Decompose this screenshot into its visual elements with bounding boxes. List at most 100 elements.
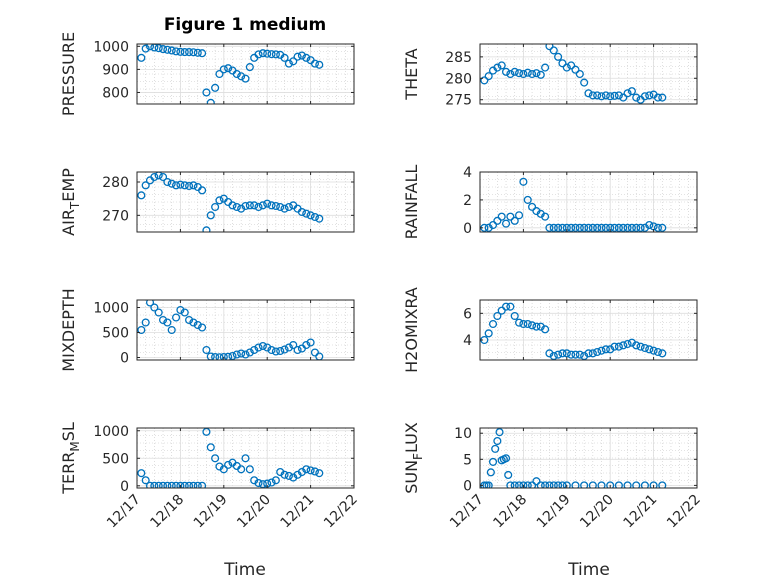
data-point [658, 223, 667, 232]
data-point [202, 345, 211, 355]
data-point [258, 49, 267, 58]
data-point [554, 52, 563, 61]
data-point [645, 220, 654, 230]
data-point [558, 223, 567, 232]
data-point [202, 226, 211, 232]
data-point [219, 465, 228, 474]
data-point [601, 91, 610, 100]
data-point [224, 64, 233, 73]
data-point [219, 65, 228, 74]
data-point [567, 350, 576, 359]
data-point [541, 325, 550, 334]
data-point [593, 223, 602, 232]
y-axis-label-rest: EMP [59, 168, 78, 202]
data-point [180, 181, 189, 190]
data-point [206, 98, 215, 104]
data-point [515, 481, 524, 488]
data-point [163, 318, 172, 327]
y-tick-label: 0 [120, 351, 129, 367]
data-point [528, 321, 537, 330]
data-point [180, 48, 189, 57]
data-point [501, 302, 511, 311]
data-point [271, 50, 280, 59]
data-point [154, 44, 163, 53]
data-point [198, 481, 207, 488]
x-axis-label-left: Time [223, 560, 266, 580]
data-point [640, 343, 649, 353]
data-point [167, 481, 176, 488]
axes-box [479, 43, 698, 105]
y-axis-label-sub: M [68, 441, 82, 451]
data-point [571, 350, 580, 359]
data-point [497, 61, 506, 70]
data-point [237, 349, 246, 358]
data-point [623, 223, 632, 232]
data-point [232, 202, 241, 212]
data-point [206, 443, 215, 452]
data-point [180, 308, 189, 317]
data-point [232, 350, 241, 359]
data-point [588, 481, 597, 488]
data-point [172, 313, 181, 322]
data-point [627, 223, 636, 232]
data-point [653, 347, 662, 357]
data-point [284, 202, 293, 212]
data-point [185, 181, 194, 191]
data-point [315, 214, 324, 223]
y-axis-label-main: TERR [59, 452, 78, 495]
data-point [549, 481, 558, 488]
data-point [167, 46, 176, 55]
subplot-1: 800 900 1000 PRESSURE [59, 32, 355, 116]
data-point [271, 347, 280, 356]
data-point [493, 436, 502, 446]
data-point [176, 180, 185, 189]
data-point [284, 59, 293, 68]
data-point [254, 50, 263, 59]
data-point [632, 341, 641, 350]
data-point [189, 48, 198, 57]
y-tick-label: 280 [102, 175, 129, 191]
data-point [486, 468, 495, 477]
data-point [176, 47, 185, 56]
data-point [632, 93, 641, 102]
data-point [315, 60, 324, 69]
y-tick-label: 0 [463, 221, 472, 237]
data-point [267, 345, 276, 355]
data-point [519, 319, 528, 329]
data-point [510, 216, 519, 225]
data-point [606, 92, 615, 101]
data-point [158, 481, 168, 488]
y-tick-label: 285 [445, 50, 472, 66]
data-point [158, 172, 168, 182]
data-point [584, 349, 593, 358]
data-point [302, 209, 311, 218]
data-point [545, 481, 554, 488]
data-point [198, 323, 207, 332]
data-point [198, 186, 207, 195]
subplot-2: 275 280 285 THETA [402, 43, 698, 109]
data-point [163, 481, 172, 488]
data-point [488, 457, 498, 466]
data-point [523, 319, 532, 329]
x-tick-label: 12/19 [191, 492, 231, 532]
data-point [241, 74, 250, 83]
data-point [198, 49, 207, 58]
data-point [614, 481, 623, 488]
subplot-7: 0 500 1000 12/17 12/18 12/19 12/20 12/21 12/22 TE… [59, 422, 361, 531]
data-point [271, 201, 280, 211]
data-point [254, 478, 263, 488]
subplot-6: 4 6 H2OMIXRA [402, 287, 698, 373]
data-point [532, 477, 541, 486]
data-point [250, 345, 259, 355]
data-point [597, 223, 606, 232]
data-point [185, 48, 194, 57]
data-point [154, 172, 163, 180]
data-points [480, 177, 667, 232]
data-point [167, 179, 176, 188]
y-tick-label: 10 [454, 426, 472, 442]
x-tick-label: 12/20 [577, 492, 617, 532]
data-point [545, 44, 554, 51]
data-point [593, 91, 602, 100]
data-point [185, 481, 194, 488]
data-point [158, 315, 168, 325]
